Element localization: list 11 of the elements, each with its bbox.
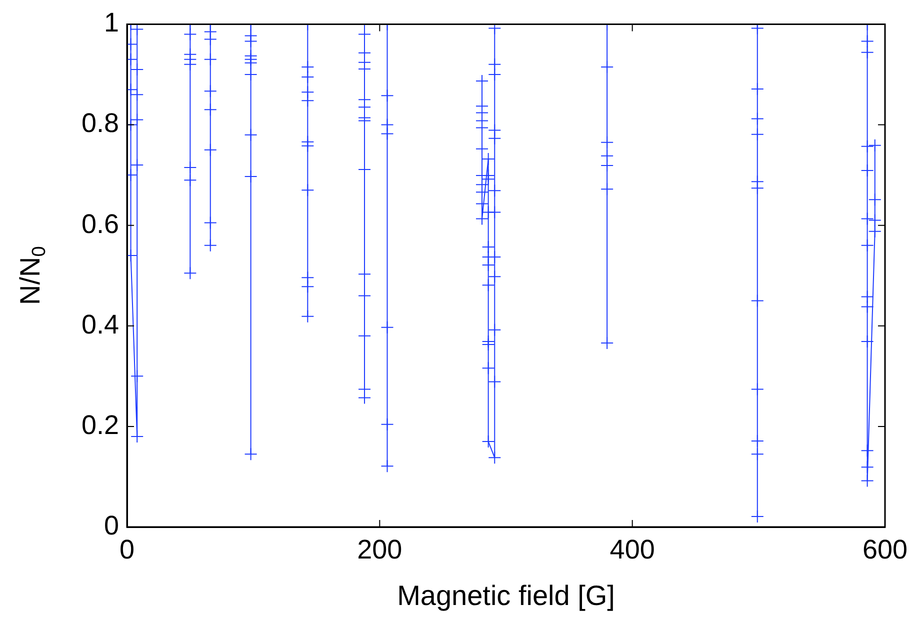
y-tick-label: 0.2 [81,410,119,440]
y-tick-label: 1 [104,8,119,38]
y-axis-title: N/N0 [14,246,50,305]
x-tick-label: 400 [610,534,655,565]
x-tick-label: 200 [357,534,402,565]
y-tick-label: 0.6 [81,208,119,239]
y-tick-label: 0 [104,510,119,540]
x-tick-label: 600 [862,534,908,565]
x-axis-title: Magnetic field [G] [397,580,615,611]
y-tick-label: 0.8 [81,108,119,138]
y-tick-label: 0.4 [81,309,119,340]
